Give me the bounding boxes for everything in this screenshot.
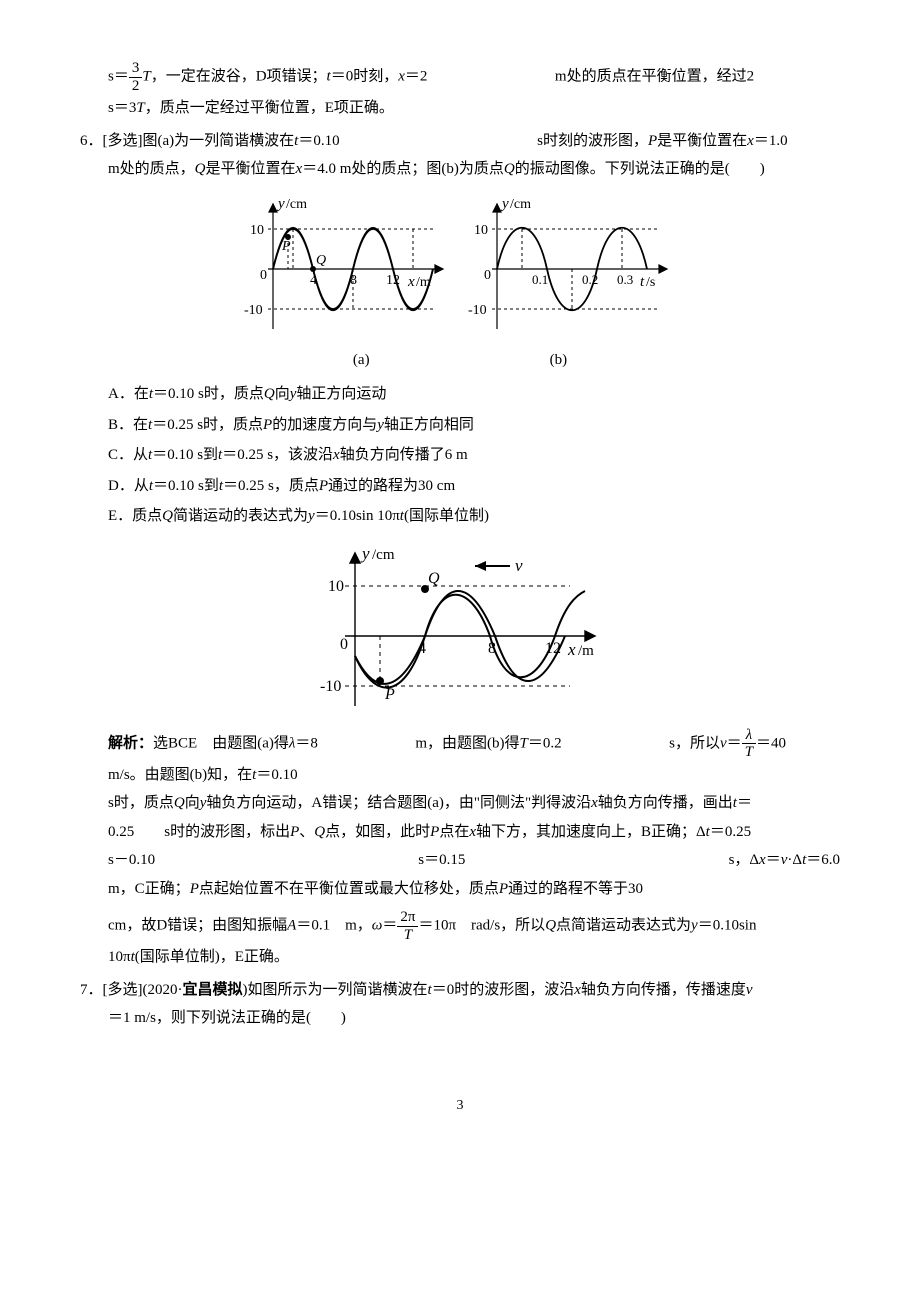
svg-text:P: P [281, 239, 291, 254]
svg-text:-10: -10 [244, 303, 263, 318]
svg-text:/m: /m [578, 643, 594, 659]
svg-text:/s: /s [646, 275, 655, 290]
option-c: C．从t＝0.10 s到t＝0.25 s，该波沿x轴负方向传播了6 m [108, 441, 840, 470]
svg-text:-10: -10 [468, 303, 487, 318]
svg-text:8: 8 [350, 273, 357, 288]
option-b: B．在t＝0.25 s时，质点P的加速度方向与y轴正方向相同 [108, 411, 840, 440]
option-a: A．在t＝0.10 s时，质点Q向y轴正方向运动 [108, 380, 840, 409]
svg-text:y: y [500, 196, 509, 212]
text: ，质点一定经过平衡位置，E项正确。 [145, 100, 394, 116]
question-6: 6．[多选]图(a)为一列简谐横波在t＝0.10 s时刻的波形图，P是平衡位置在… [80, 127, 840, 972]
svg-text:/cm: /cm [286, 197, 307, 212]
stem: m处的质点， [108, 161, 195, 177]
question-number: 7． [80, 982, 103, 998]
question-7: 7．[多选](2020·宜昌模拟)如图所示为一列简谐横波在t＝0时的波形图，波沿… [80, 976, 840, 1033]
svg-text:/cm: /cm [372, 547, 395, 563]
svg-text:y: y [360, 544, 370, 563]
question-number: 6． [80, 133, 103, 149]
svg-text:P: P [384, 686, 395, 703]
prev-answer-tail: s＝32T，一定在波谷，D项错误；t＝0时刻，x＝2 m处的质点在平衡位置，经过… [80, 60, 840, 123]
text: ，一定在波谷，D项错误； [151, 68, 327, 84]
svg-text:0.3: 0.3 [617, 272, 633, 287]
svg-text:10: 10 [250, 223, 264, 238]
svg-text:12: 12 [386, 273, 400, 288]
svg-text:/m: /m [416, 275, 431, 290]
svg-text:t: t [640, 274, 645, 290]
svg-text:0.2: 0.2 [582, 272, 598, 287]
chart-b: 10 0 -10 0.1 0.2 0.3 y /cm t /s [462, 194, 682, 344]
svg-text:x: x [407, 274, 415, 290]
svg-text:4: 4 [418, 640, 426, 657]
svg-text:y: y [276, 196, 285, 212]
page-number: 3 [80, 1093, 840, 1120]
source: (2020·宜昌模拟) [143, 982, 248, 998]
multi-tag: [多选] [103, 133, 143, 149]
text: s＝3 [108, 100, 136, 116]
svg-text:8: 8 [488, 640, 496, 657]
svg-text:12: 12 [545, 640, 561, 657]
option-d: D．从t＝0.10 s到t＝0.25 s，质点P通过的路程为30 cm [108, 472, 840, 501]
fig-b-label: (b) [550, 346, 568, 375]
stem: s时刻的波形图， [537, 133, 648, 149]
solution-label: 解析： [108, 735, 153, 751]
svg-text:0.1: 0.1 [532, 272, 548, 287]
solution: 解析：选BCE 由题图(a)得λ＝8 m，由题图(b)得T＝0.2 s，所以v＝… [80, 727, 840, 972]
options: A．在t＝0.10 s时，质点Q向y轴正方向运动 B．在t＝0.25 s时，质点… [80, 380, 840, 531]
svg-text:x: x [567, 640, 576, 659]
svg-text:/cm: /cm [510, 197, 531, 212]
svg-text:v: v [515, 556, 523, 575]
chart-c: Q P v 10 0 -10 4 8 12 y /cm x /m [310, 541, 610, 721]
text: m处的质点在平衡位置，经过2 [555, 68, 754, 84]
answer: 选BCE [153, 735, 212, 751]
figure-row: P Q 10 0 -10 4 8 12 y /cm x /m [80, 194, 840, 375]
svg-text:4: 4 [310, 273, 317, 288]
svg-text:0: 0 [340, 636, 348, 653]
text: T [142, 68, 150, 84]
svg-text:-10: -10 [320, 678, 341, 695]
svg-text:10: 10 [328, 578, 344, 595]
multi-tag: [多选] [103, 982, 143, 998]
svg-text:Q: Q [316, 253, 326, 268]
option-e: E．质点Q简谐运动的表达式为y＝0.10sin 10πt(国际单位制) [108, 502, 840, 531]
svg-text:Q: Q [428, 570, 440, 587]
svg-text:0: 0 [484, 268, 491, 283]
chart-a: P Q 10 0 -10 4 8 12 y /cm x /m [238, 194, 458, 344]
fig-a-label: (a) [353, 346, 370, 375]
fraction: 32 [129, 60, 143, 94]
text: s＝ [108, 68, 129, 84]
solution-figure: Q P v 10 0 -10 4 8 12 y /cm x /m [80, 541, 840, 721]
svg-text:10: 10 [474, 223, 488, 238]
stem: 图(a)为一列简谐横波在 [143, 133, 295, 149]
svg-text:0: 0 [260, 268, 267, 283]
